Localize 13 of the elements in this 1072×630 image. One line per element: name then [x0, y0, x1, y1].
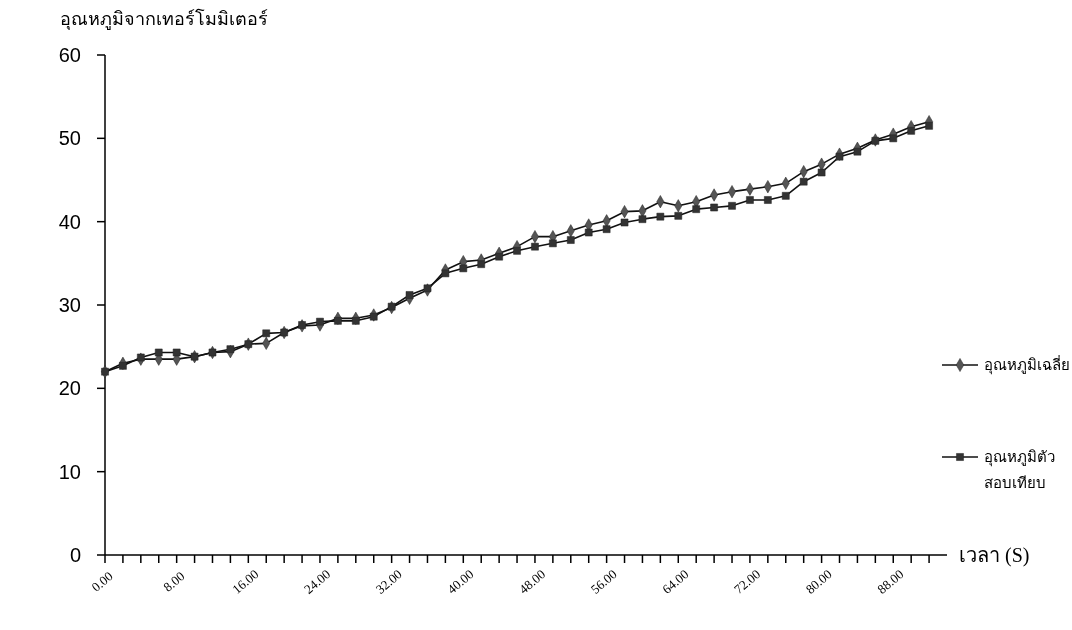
x-tick-label: 8.00	[160, 568, 188, 595]
y-axis-title: อุณหภูมิจากเทอร์โมมิเตอร์	[60, 8, 268, 30]
y-tick-label: 60	[58, 44, 81, 66]
y-tick-label: 30	[58, 294, 81, 316]
y-tick-label: 50	[58, 127, 81, 150]
x-tick-label: 0.00	[88, 568, 116, 595]
y-tick-label: 10	[58, 460, 81, 483]
legend-label: อุณหภูมิเฉลี่ย	[984, 354, 1070, 376]
y-tick-label: 0	[69, 544, 81, 566]
y-tick-label: 20	[58, 377, 81, 400]
y-tick-label: 40	[58, 210, 81, 233]
legend-label: อุณหภูมิตัว สอบเทียบ	[984, 449, 1055, 491]
x-axis-title: เวลา (S)	[959, 544, 1030, 567]
